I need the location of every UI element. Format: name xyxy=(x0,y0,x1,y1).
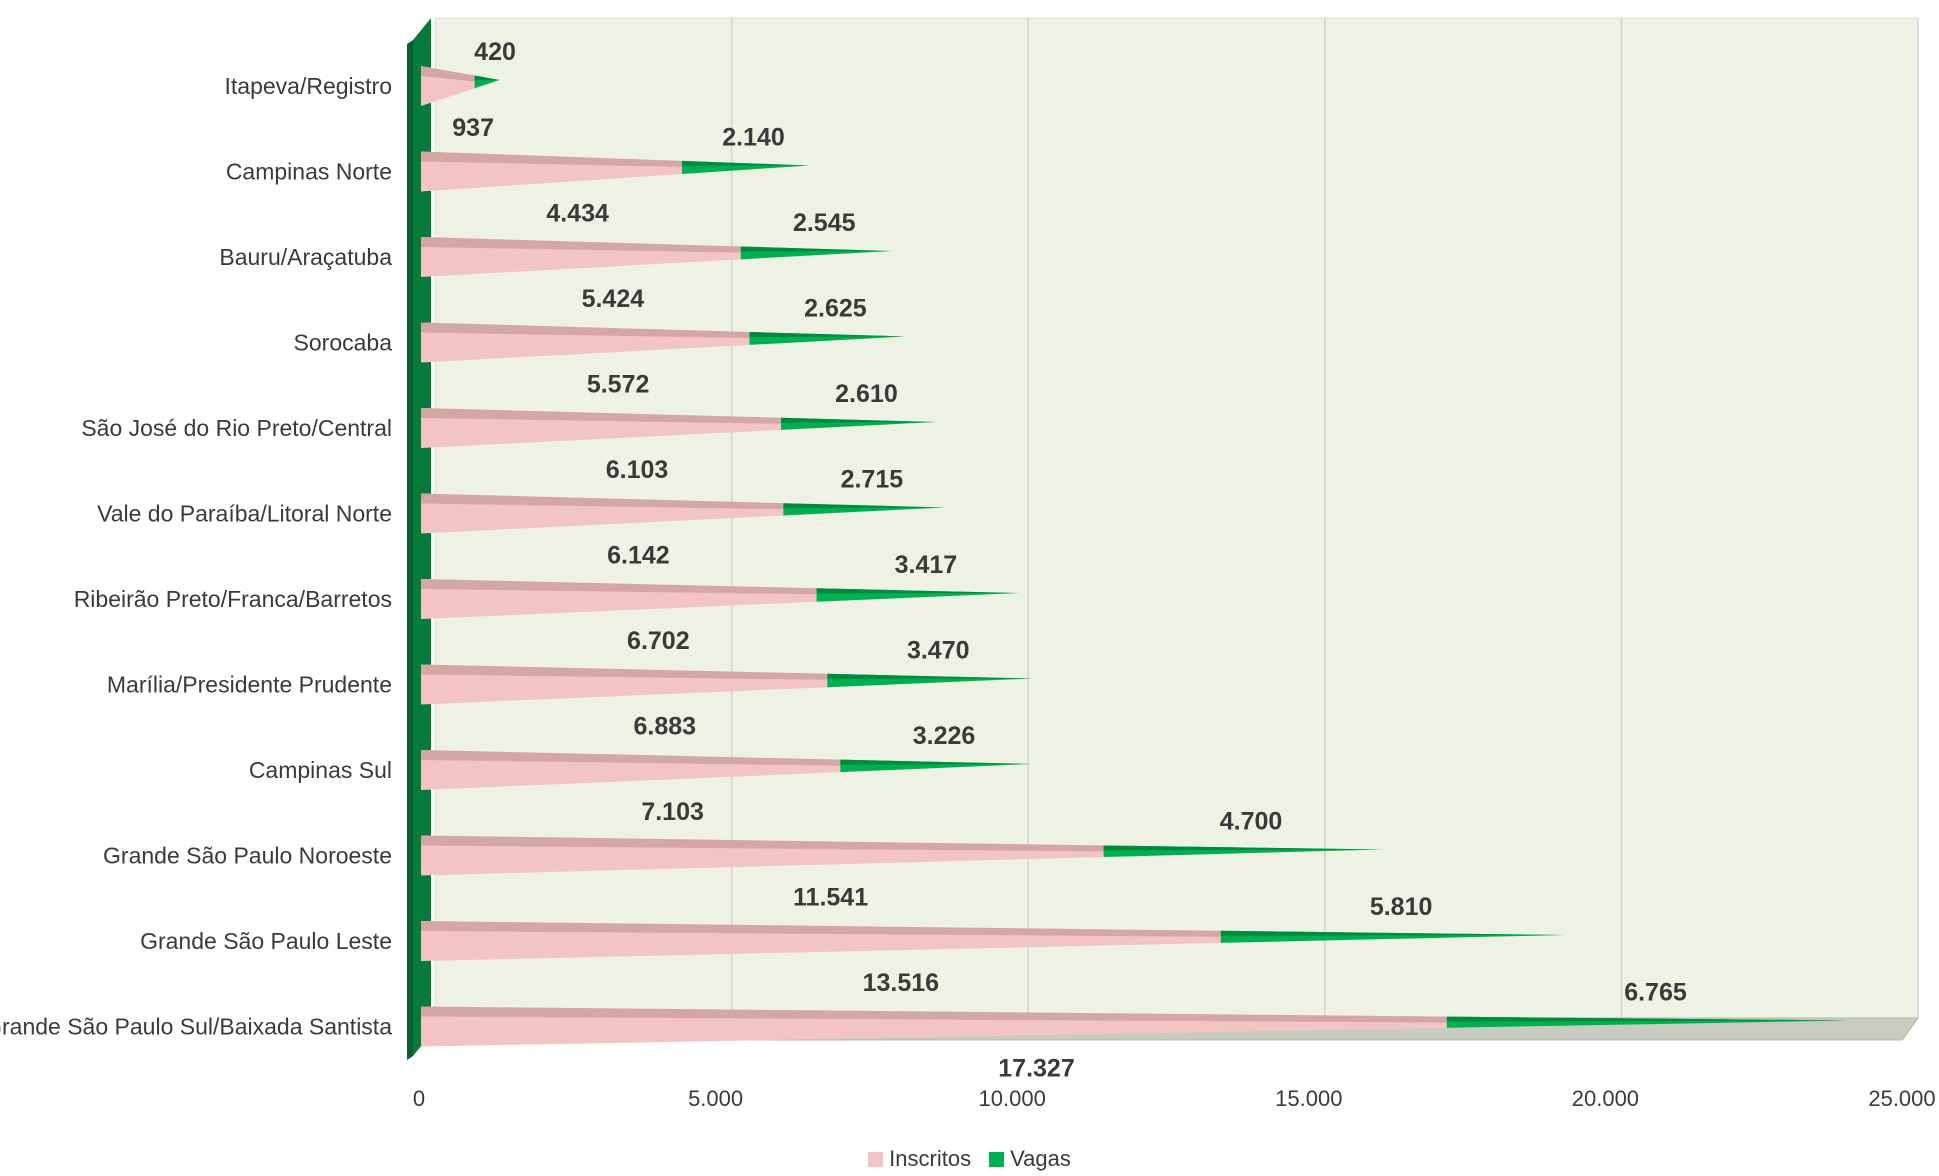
vagas-bar-top xyxy=(1220,930,1566,936)
inscritos-bar-top xyxy=(421,1006,1447,1023)
legend-swatch-vagas xyxy=(989,1151,1005,1167)
x-tick-label: 10.000 xyxy=(979,1086,1046,1111)
inscritos-bar-top xyxy=(421,151,683,167)
vagas-value-label: 2.625 xyxy=(804,295,867,323)
vagas-value-label: 2.545 xyxy=(793,209,856,237)
vagas-value-label: 5.810 xyxy=(1370,893,1433,921)
side-wall-edge xyxy=(407,40,413,1060)
inscritos-value-label: 4.434 xyxy=(546,200,609,228)
vagas-value-label: 6.765 xyxy=(1624,979,1687,1007)
category-label: Ribeirão Preto/Franca/Barretos xyxy=(74,586,392,612)
category-label: Sorocaba xyxy=(294,330,393,356)
vagas-bar-top xyxy=(1446,1016,1849,1022)
category-label: Campinas Sul xyxy=(249,757,392,783)
category-label: Grande São Paulo Noroeste xyxy=(103,843,392,869)
vagas-value-label: 4.700 xyxy=(1220,808,1283,836)
category-label: Marília/Presidente Prudente xyxy=(107,672,392,698)
inscritos-bar-top xyxy=(421,579,817,595)
inscritos-bar-top xyxy=(421,237,741,253)
vagas-value-label: 2.610 xyxy=(835,380,898,408)
inscritos-bar-top xyxy=(421,921,1221,937)
category-label: Grande São Paulo Sul/Baixada Santista xyxy=(0,1014,392,1040)
legend-item-vagas: Vagas xyxy=(989,1146,1071,1172)
inscritos-value-label: 5.424 xyxy=(582,285,645,313)
category-label: Bauru/Araçatuba xyxy=(219,244,392,270)
vagas-bar-top xyxy=(740,246,892,252)
category-label: Grande São Paulo Leste xyxy=(140,928,392,954)
inscritos-value-label: 937 xyxy=(452,114,494,142)
x-tick-label: 5.000 xyxy=(688,1086,743,1111)
vagas-bar-top xyxy=(474,75,500,81)
vagas-value-label: 3.470 xyxy=(907,637,970,665)
inscritos-bar-top xyxy=(421,408,782,424)
vagas-bar-top xyxy=(781,417,936,423)
vagas-bar-top xyxy=(1103,845,1383,851)
x-tick-label: 0 xyxy=(413,1086,425,1111)
vagas-bar-top xyxy=(827,673,1034,679)
inscritos-bar-top xyxy=(421,750,841,766)
vagas-bar-top xyxy=(749,331,906,337)
bar-chart-svg: 0 5.000 10.000 15.000 20.000 25.000 Itapeva/Re… xyxy=(0,17,1936,1111)
inscritos-bar-top xyxy=(421,493,784,510)
x-tick-label: 15.000 xyxy=(1275,1086,1342,1111)
side-wall xyxy=(413,18,431,1056)
inscritos-bar-top xyxy=(421,322,750,338)
inscritos-value-label: 7.103 xyxy=(641,798,704,826)
inscritos-value-label: 13.516 xyxy=(863,969,939,997)
inscritos-value-label: 11.541 xyxy=(793,884,868,912)
inscritos-value-label: 6.702 xyxy=(627,627,690,655)
legend-swatch-inscritos xyxy=(868,1151,884,1167)
vagas-value-label: 2.715 xyxy=(841,466,904,494)
legend-label-vagas: Vagas xyxy=(1010,1146,1071,1171)
category-label: Campinas Norte xyxy=(226,159,392,185)
vagas-value-label: 2.140 xyxy=(722,124,785,152)
category-label: Vale do Paraíba/Litoral Norte xyxy=(97,501,392,527)
vagas-bar-top xyxy=(840,759,1032,765)
vagas-bar-top xyxy=(816,588,1020,594)
inscritos-value-label: 6.103 xyxy=(606,456,669,484)
vagas-value-label: 420 xyxy=(474,38,516,66)
vagas-bar-top xyxy=(682,160,809,166)
inscritos-bar-top xyxy=(421,664,828,680)
x-tick-label: 20.000 xyxy=(1572,1086,1639,1111)
inscritos-value-label: 17.327 xyxy=(998,1055,1074,1083)
inscritos-value-label: 6.883 xyxy=(633,713,696,741)
inscritos-bar-top xyxy=(421,66,475,82)
x-tick-label: 25.000 xyxy=(1868,1086,1935,1111)
category-label: São José do Rio Preto/Central xyxy=(81,415,392,441)
legend-label-inscritos: Inscritos xyxy=(889,1146,972,1171)
vagas-bar-top xyxy=(783,503,945,509)
legend-item-inscritos: Inscritos xyxy=(868,1146,971,1172)
category-label: Itapeva/Registro xyxy=(225,73,392,99)
inscritos-bar-top xyxy=(421,835,1104,852)
inscritos-value-label: 6.142 xyxy=(607,542,670,570)
inscritos-value-label: 5.572 xyxy=(587,371,650,399)
vagas-value-label: 3.417 xyxy=(895,551,958,579)
legend: Inscritos Vagas xyxy=(0,1146,1939,1172)
vagas-value-label: 3.226 xyxy=(913,722,976,750)
